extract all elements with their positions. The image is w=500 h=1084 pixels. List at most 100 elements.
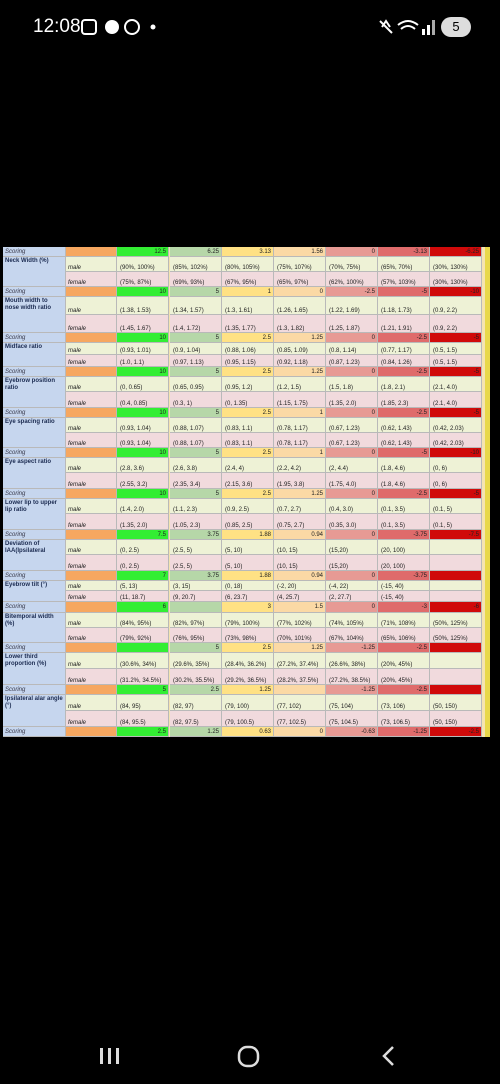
metric-label: Neck Width (%): [3, 257, 66, 287]
score-cell: 10: [117, 489, 169, 499]
range-cell: (79, 100.5): [222, 711, 274, 727]
range-cell: (3, 15): [170, 581, 222, 591]
range-cell: (0.42, 2.03): [430, 433, 482, 448]
range-cell: (2, 4.4): [326, 458, 378, 473]
range-cell: (0.67, 1.23): [326, 418, 378, 433]
score-cell: 7.5: [117, 530, 169, 540]
range-cell: (0.3, 1): [170, 392, 222, 408]
range-cell: (0.65, 0.95): [170, 377, 222, 392]
metric-label: Eyebrow tilt (°): [3, 581, 66, 602]
range-cell: (1.38, 1.53): [117, 297, 169, 315]
range-cell: (0.1, 3.5): [378, 514, 430, 530]
female-label: female: [66, 433, 117, 448]
range-cell: (65%, 70%): [378, 257, 430, 272]
score-cell: -2.5: [378, 408, 430, 418]
score-cell: 2.5: [170, 685, 222, 695]
metric-label: Lower third proportion (%): [3, 653, 66, 685]
scoring-label: Scoring: [3, 367, 66, 377]
male-label: male: [66, 695, 117, 711]
score-cell: -10: [430, 448, 482, 458]
range-cell: (0.9, 2.5): [222, 499, 274, 514]
score-cell: -5: [430, 408, 482, 418]
scoring-label: Scoring: [3, 643, 66, 653]
score-cell: -6: [430, 602, 482, 613]
range-cell: (2.15, 3.6): [222, 473, 274, 489]
score-cell: 0: [326, 602, 378, 613]
range-cell: (84%, 95%): [117, 613, 169, 628]
score-cell: -6.25: [430, 247, 482, 257]
range-cell: (0.5, 1.5): [430, 355, 482, 367]
range-cell: (1.4, 2.0): [117, 499, 169, 514]
score-cell: [430, 643, 482, 653]
range-cell: (76%, 95%): [170, 628, 222, 643]
range-cell: (0.95, 1.15): [222, 355, 274, 367]
range-cell: (1.26, 1.65): [274, 297, 326, 315]
scoring-spacer: [66, 530, 117, 540]
metric-label: Eye spacing ratio: [3, 418, 66, 448]
range-cell: (75%, 87%): [117, 272, 169, 287]
range-cell: (0.95, 1.2): [222, 377, 274, 392]
range-cell: (-15, 40): [378, 591, 430, 602]
score-cell: 3.75: [170, 571, 222, 581]
range-cell: [430, 581, 482, 591]
range-cell: (1.34, 1.57): [170, 297, 222, 315]
back-button[interactable]: [382, 1046, 394, 1066]
range-cell: (79%, 100%): [222, 613, 274, 628]
range-cell: (0.7, 2.7): [274, 499, 326, 514]
scoring-label: Scoring: [3, 247, 66, 257]
range-cell: (1.35, 1.77): [222, 315, 274, 333]
range-cell: (77%, 102%): [274, 613, 326, 628]
home-button[interactable]: [237, 1045, 260, 1068]
score-cell: 1: [222, 287, 274, 297]
range-cell: (79, 100): [222, 695, 274, 711]
range-cell: (28.4%, 36.2%): [222, 653, 274, 669]
score-cell: 2.5: [222, 489, 274, 499]
female-label: female: [66, 628, 117, 643]
range-cell: (67%, 95%): [222, 272, 274, 287]
score-cell: 0: [326, 333, 378, 343]
metric-label: Ipsilateral alar angle (°): [3, 695, 66, 727]
score-cell: 1.88: [222, 530, 274, 540]
range-cell: (65%, 97%): [274, 272, 326, 287]
recent-apps-button[interactable]: [100, 1048, 119, 1064]
range-cell: (2.8, 3.6): [117, 458, 169, 473]
male-label: male: [66, 418, 117, 433]
range-cell: (5, 10): [222, 555, 274, 571]
range-cell: (27.2%, 38.5%): [326, 669, 378, 685]
score-cell: 0.94: [274, 571, 326, 581]
range-cell: (1.15, 1.75): [274, 392, 326, 408]
range-cell: (70%, 101%): [274, 628, 326, 643]
score-cell: 0.63: [222, 727, 274, 737]
score-cell: 10: [117, 448, 169, 458]
scoring-label: Scoring: [3, 685, 66, 695]
score-cell: [170, 602, 222, 613]
range-cell: (84, 95): [117, 695, 169, 711]
range-cell: (1.1, 2.3): [170, 499, 222, 514]
range-cell: (1.45, 1.67): [117, 315, 169, 333]
scoring-spacer: [66, 448, 117, 458]
score-cell: 1.25: [274, 333, 326, 343]
range-cell: (0.92, 1.18): [274, 355, 326, 367]
range-cell: (62%, 100%): [326, 272, 378, 287]
score-cell: -5: [378, 448, 430, 458]
score-cell: 10: [117, 333, 169, 343]
range-cell: (0.42, 2.03): [430, 418, 482, 433]
status-icons: [81, 19, 156, 35]
score-cell: 6: [117, 602, 169, 613]
range-cell: (11, 18.7): [117, 591, 169, 602]
score-cell: 6.25: [170, 247, 222, 257]
range-cell: (0, 6): [430, 473, 482, 489]
range-cell: (0.77, 1.17): [378, 343, 430, 355]
range-cell: [430, 591, 482, 602]
range-cell: (0.9, 2.2): [430, 297, 482, 315]
range-cell: (0.78, 1.17): [274, 418, 326, 433]
range-cell: (30.6%, 34%): [117, 653, 169, 669]
range-cell: (0.1, 5): [430, 499, 482, 514]
score-cell: [117, 643, 169, 653]
score-cell: 1.25: [170, 727, 222, 737]
range-cell: (50, 150): [430, 695, 482, 711]
scoring-spacer: [66, 727, 117, 737]
range-cell: (1.2, 1.5): [274, 377, 326, 392]
female-label: female: [66, 392, 117, 408]
score-cell: 7: [117, 571, 169, 581]
